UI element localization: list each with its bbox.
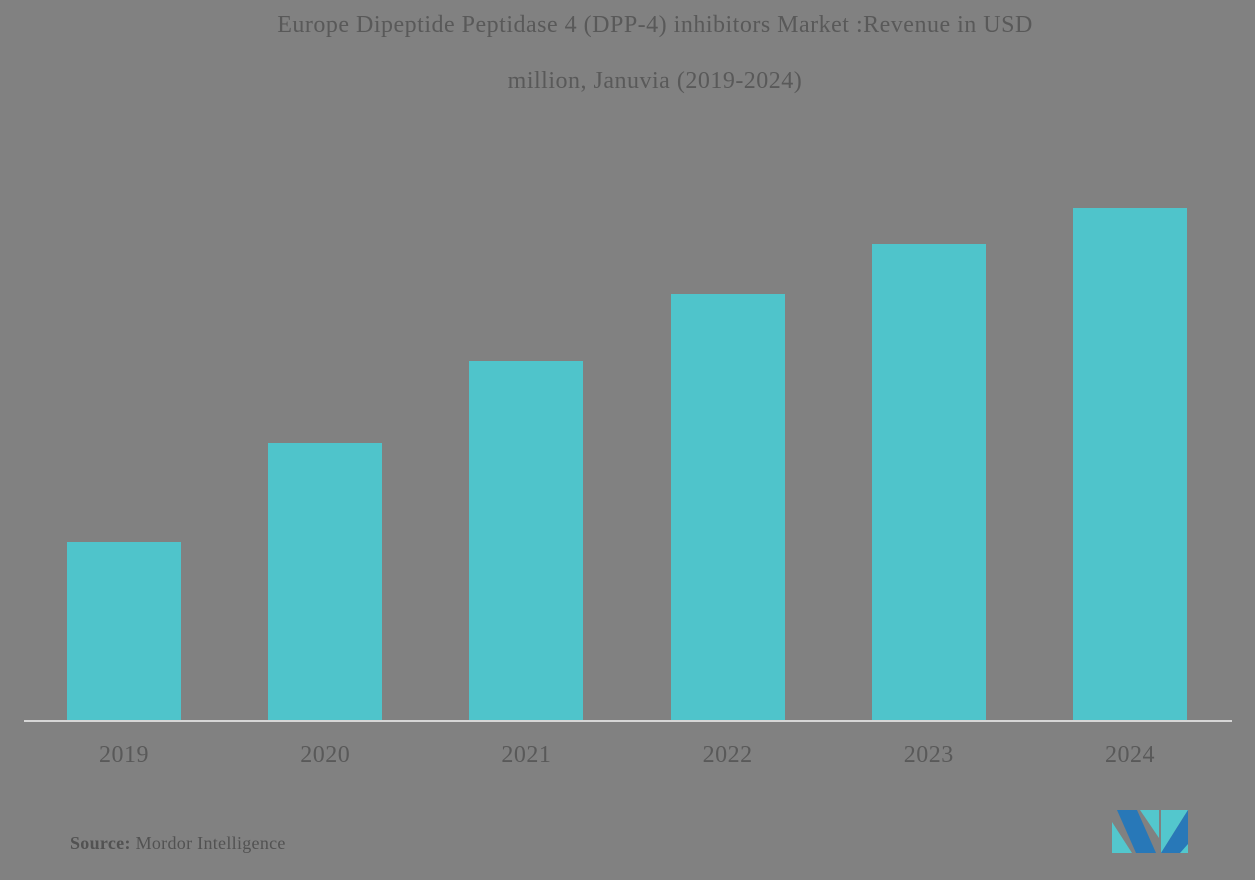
bar-2020 [268, 443, 383, 720]
source-label: Source: [70, 833, 131, 853]
bar-2022 [670, 294, 785, 720]
chart-title: Europe Dipeptide Peptidase 4 (DPP-4) inh… [55, 12, 1255, 94]
x-axis-label-2022: 2022 [702, 742, 753, 768]
chart-plot-area [67, 208, 1187, 720]
x-axis-label-2024: 2024 [1105, 742, 1155, 768]
logo-shape-right-blue-triangle [1161, 810, 1188, 853]
x-axis-label-2020: 2020 [300, 742, 351, 768]
chart-title-line2: million, Januvia (2019-2024) [507, 68, 803, 94]
x-axis-line [24, 720, 1232, 722]
bar-2023 [871, 244, 986, 720]
logo-shape-middle-teal-triangle [1140, 810, 1159, 838]
bar-2021 [469, 361, 584, 720]
chart-title-line1: Europe Dipeptide Peptidase 4 (DPP-4) inh… [277, 12, 1033, 38]
source-text: Source: Mordor Intelligence [70, 833, 286, 854]
bar-2024 [1073, 208, 1187, 720]
logo-shape-left-teal-triangle [1112, 822, 1132, 853]
mordor-intelligence-logo [1112, 810, 1188, 853]
x-axis-label-2023: 2023 [903, 742, 954, 768]
logo-shape-blue-diagonal [1117, 810, 1156, 853]
logo-shape-corner-teal-notch [1180, 844, 1188, 853]
bar-2019 [67, 542, 181, 720]
x-axis-label-2021: 2021 [501, 742, 552, 768]
source-brand: Mordor Intelligence [130, 833, 286, 853]
x-axis-label-2019: 2019 [99, 742, 149, 768]
x-axis-labels: 2019 2020 2021 2022 2023 2024 [0, 742, 1255, 778]
